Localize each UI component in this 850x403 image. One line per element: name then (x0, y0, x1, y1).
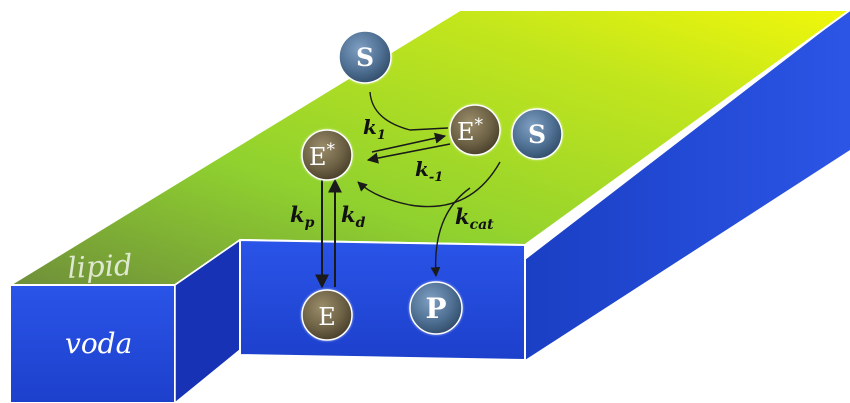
active-enzyme-letter: E (309, 143, 327, 171)
substrate-binding-curve (369, 91, 449, 131)
product-sphere: P (407, 279, 465, 337)
product-label: P (425, 292, 446, 325)
substrate-sphere-top: S (336, 28, 394, 86)
rate-k1: k1 (363, 115, 386, 143)
rate-k1-base: k (363, 115, 377, 139)
rate-kp-sub: p (305, 215, 315, 231)
rate-kd: kd (341, 202, 366, 231)
complex-enzyme-label: E* (457, 115, 484, 146)
rate-k-minus-1: k-1 (415, 157, 443, 185)
membrane-right-face (525, 10, 850, 360)
active-enzyme-label: E* (309, 140, 336, 171)
complex-substrate-label: S (528, 120, 546, 149)
kcat-product-curve (430, 187, 471, 277)
substrate-label-top: S (356, 43, 374, 72)
kcat-return-curve (357, 161, 501, 208)
rate-kd-sub: d (356, 215, 366, 231)
water-channel-front (239, 238, 526, 362)
enzyme-sphere: E (299, 287, 355, 343)
complex-enzyme-star: * (475, 115, 484, 135)
enzyme-label: E (318, 303, 336, 331)
rate-k-minus-1-base: k (415, 157, 429, 181)
voda-label: voda (65, 327, 132, 360)
active-enzyme-star: * (327, 140, 336, 160)
rate-kcat-base: k (455, 204, 470, 229)
enzyme-substrate-complex: E* S (447, 102, 565, 162)
rate-kp: kp (290, 202, 315, 231)
k1-forward-arrow (371, 132, 447, 153)
complex-enzyme-letter: E (457, 118, 475, 146)
rate-kp-base: k (290, 202, 305, 227)
active-enzyme-sphere: E* (299, 127, 355, 183)
rate-k-minus-1-sub: -1 (429, 170, 443, 185)
lipid-label: lipid (67, 248, 134, 285)
rate-kcat-sub: cat (470, 217, 495, 233)
rate-kd-base: k (341, 202, 356, 227)
rate-kcat: kcat (455, 204, 494, 233)
voda-block-front (9, 284, 176, 403)
k-1-reverse-arrow (366, 143, 451, 164)
rate-k1-sub: 1 (377, 128, 386, 143)
